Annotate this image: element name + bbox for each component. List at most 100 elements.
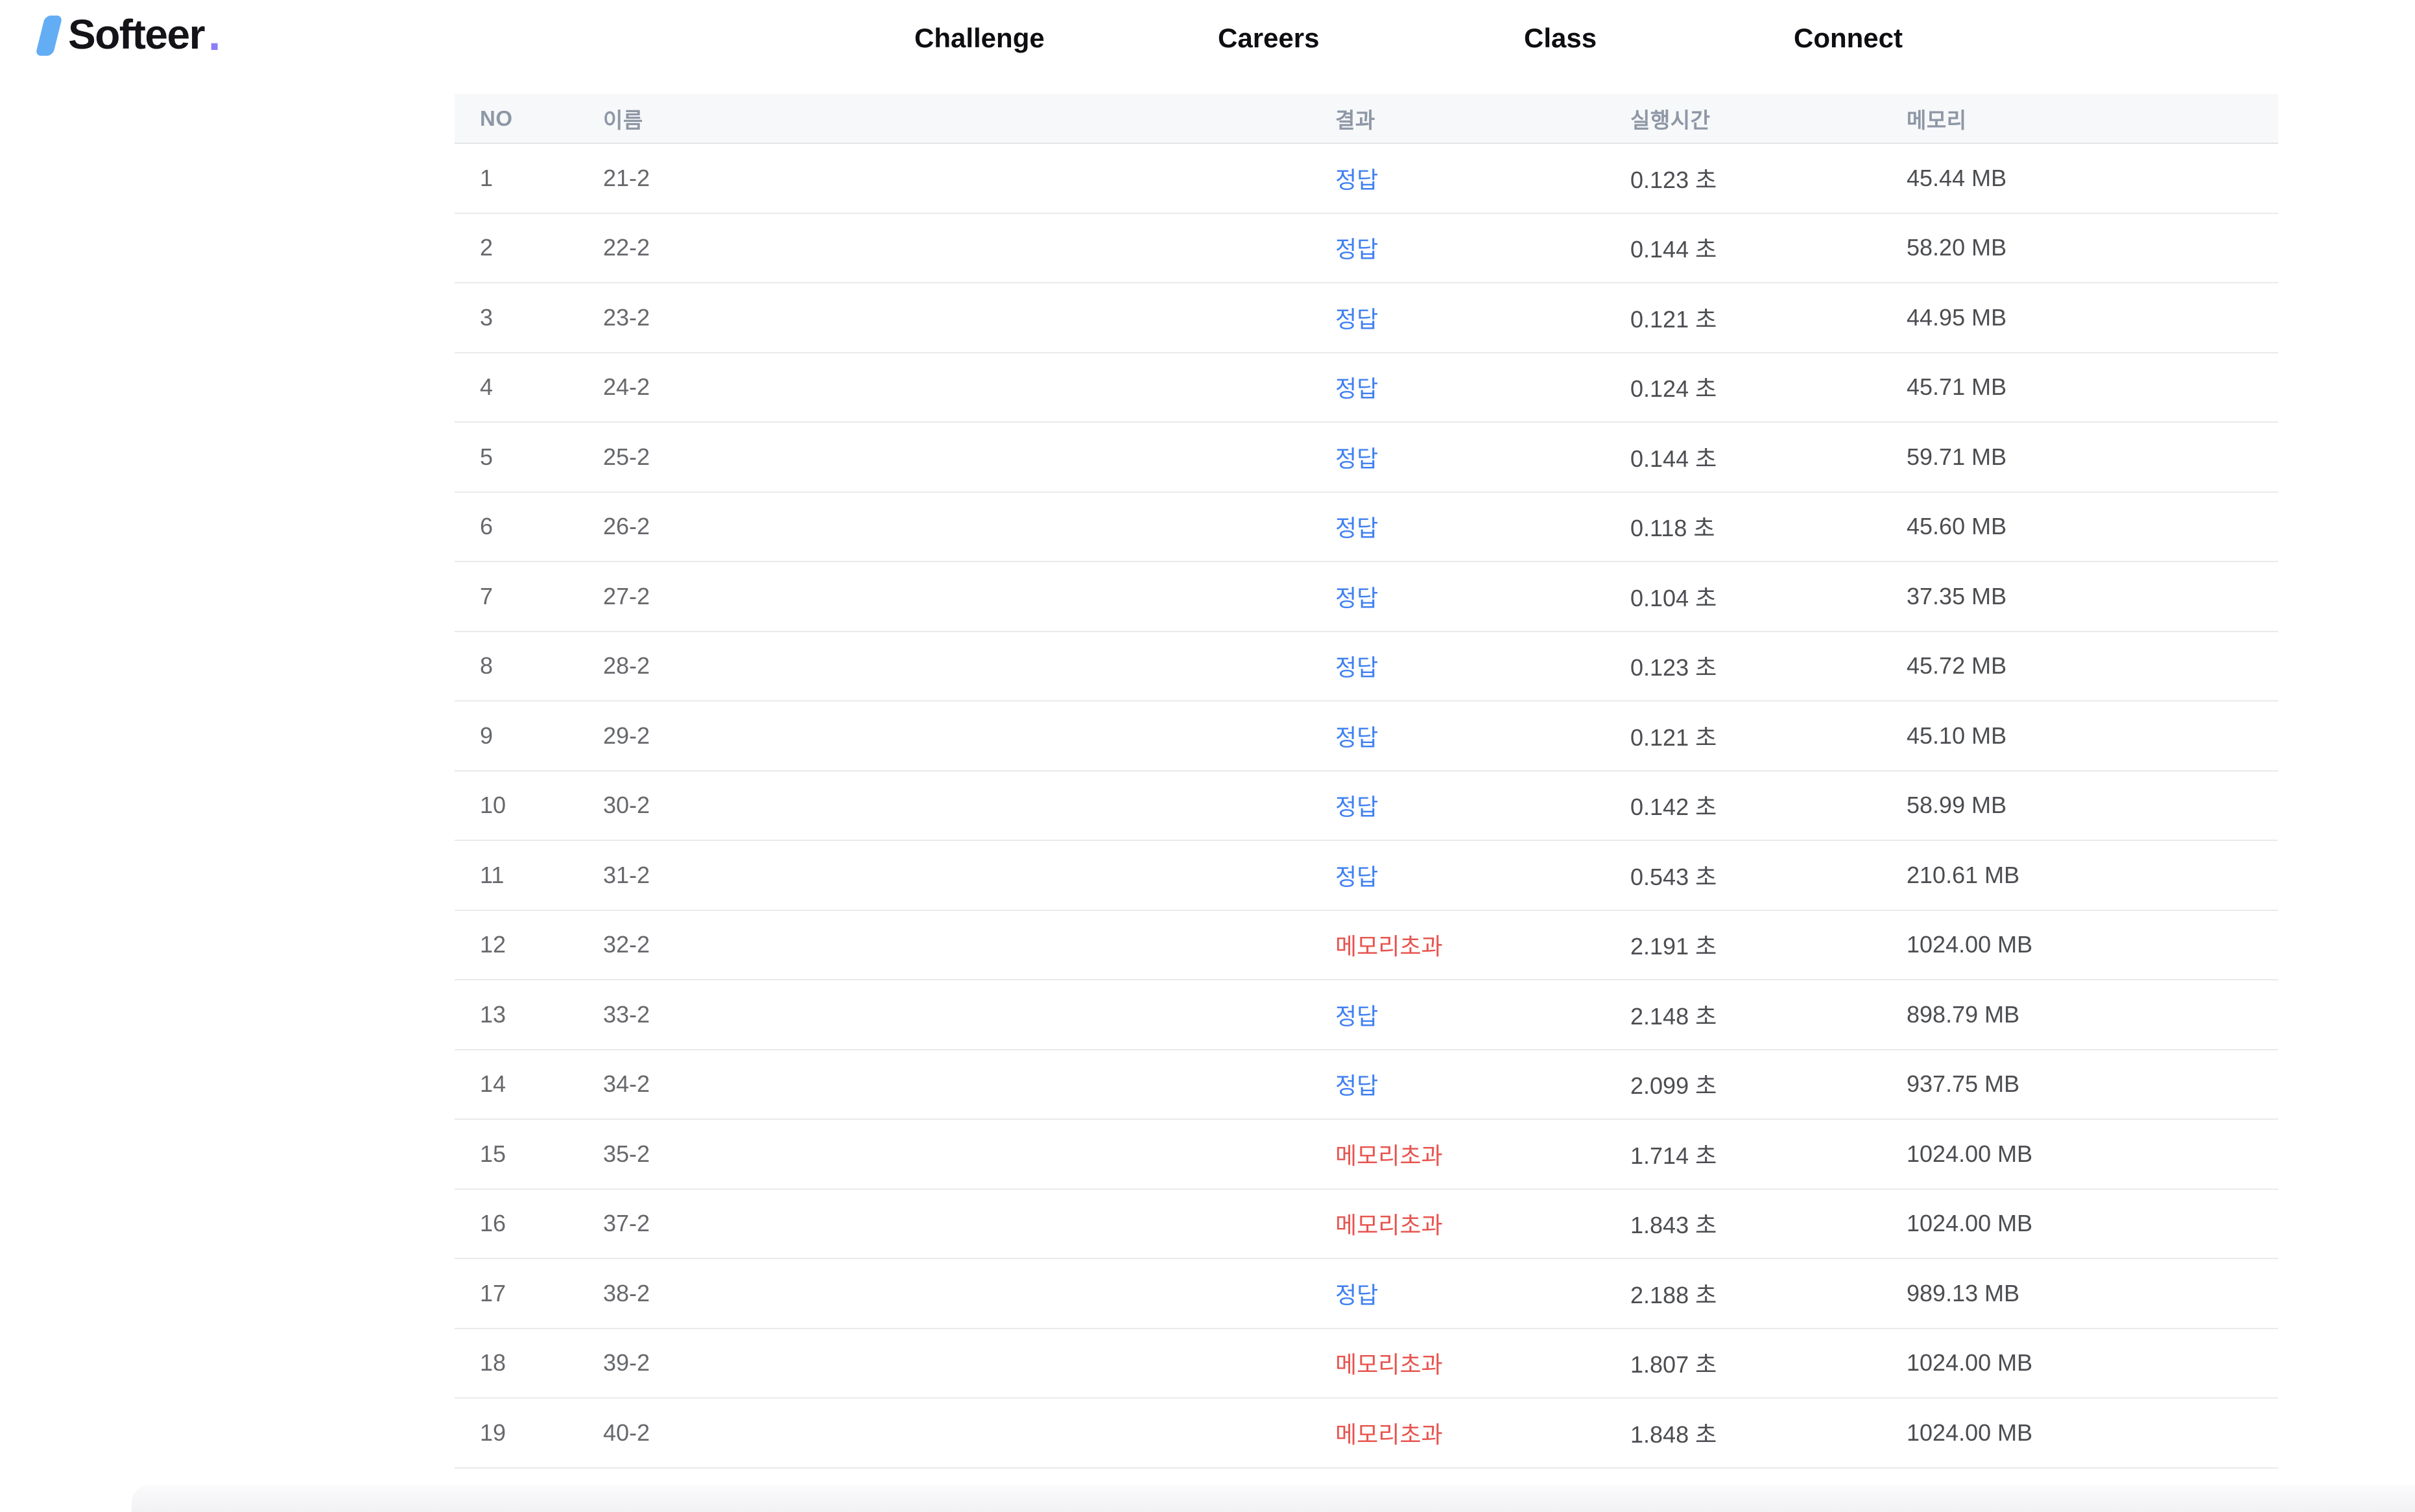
column-header-memory: 메모리 <box>1907 108 1967 132</box>
result-link[interactable]: 정답 <box>1335 654 1379 681</box>
cell-name: 39-2 <box>603 1349 650 1376</box>
result-link[interactable]: 정답 <box>1335 1002 1379 1030</box>
cell-no: 2 <box>480 234 494 261</box>
result-link[interactable]: 정답 <box>1335 375 1379 403</box>
nav-item-connect[interactable]: Connect <box>1794 23 1903 53</box>
cell-memory: 1024.00 MB <box>1907 1140 2033 1167</box>
top-navigation-bar: Softeer . Challenge Careers Class Connec… <box>0 0 2415 94</box>
cell-name: 34-2 <box>603 1070 650 1098</box>
cell-time: 1.848 초 <box>1630 1421 1717 1448</box>
cell-time: 0.118 초 <box>1630 515 1715 542</box>
cell-name: 30-2 <box>603 792 650 819</box>
cell-no: 10 <box>480 792 506 819</box>
column-header-result: 결과 <box>1335 108 1375 132</box>
table-row: 9 29-2 정답 0.121 초 45.10 MB <box>455 702 2278 772</box>
result-link[interactable]: 정답 <box>1335 305 1379 333</box>
result-link[interactable]: 메모리초과 <box>1335 1212 1443 1239</box>
table-row: 1 21-2 정답 0.123 초 45.44 MB <box>455 144 2278 214</box>
cell-name: 29-2 <box>603 722 650 749</box>
result-link[interactable]: 메모리초과 <box>1335 1142 1443 1169</box>
nav-item-challenge[interactable]: Challenge <box>914 23 1045 53</box>
nav-item-careers[interactable]: Careers <box>1218 23 1320 53</box>
logo-wordmark: Softeer <box>68 11 206 58</box>
cell-memory: 45.71 MB <box>1907 373 2007 401</box>
result-link[interactable]: 정답 <box>1335 1072 1379 1100</box>
cell-time: 0.123 초 <box>1630 166 1717 193</box>
cell-no: 1 <box>480 164 494 191</box>
cell-memory: 37.35 MB <box>1907 582 2007 609</box>
cell-name: 40-2 <box>603 1419 650 1446</box>
result-link[interactable]: 정답 <box>1335 1281 1379 1308</box>
cell-time: 2.148 초 <box>1630 1002 1717 1030</box>
result-link[interactable]: 정답 <box>1335 445 1379 472</box>
result-link[interactable]: 메모리초과 <box>1335 1421 1443 1448</box>
cell-memory: 45.72 MB <box>1907 652 2007 679</box>
result-link[interactable]: 정답 <box>1335 794 1379 821</box>
result-link[interactable]: 정답 <box>1335 863 1379 890</box>
cell-time: 0.142 초 <box>1630 794 1717 821</box>
logo-slash-icon <box>35 16 63 56</box>
cell-name: 27-2 <box>603 582 650 609</box>
table-row: 3 23-2 정답 0.121 초 44.95 MB <box>455 283 2278 353</box>
cell-no: 15 <box>480 1140 506 1167</box>
cell-no: 6 <box>480 513 494 540</box>
cell-memory: 58.99 MB <box>1907 792 2007 819</box>
cell-memory: 210.61 MB <box>1907 861 2020 888</box>
cell-time: 0.543 초 <box>1630 863 1717 890</box>
cell-name: 32-2 <box>603 931 650 958</box>
result-link[interactable]: 정답 <box>1335 584 1379 611</box>
column-header-no: NO <box>480 106 513 130</box>
table-row: 15 35-2 메모리초과 1.714 초 1024.00 MB <box>455 1120 2278 1190</box>
table-row: 17 38-2 정답 2.188 초 989.13 MB <box>455 1259 2278 1329</box>
cell-time: 0.144 초 <box>1630 445 1717 472</box>
cell-time: 0.123 초 <box>1630 654 1717 681</box>
table-row: 19 40-2 메모리초과 1.848 초 1024.00 MB <box>455 1399 2278 1469</box>
cell-memory: 1024.00 MB <box>1907 1210 2033 1237</box>
footer-strip <box>132 1485 2415 1512</box>
table-row: 2 22-2 정답 0.144 초 58.20 MB <box>455 213 2278 283</box>
result-link[interactable]: 정답 <box>1335 515 1379 542</box>
cell-name: 22-2 <box>603 234 650 261</box>
cell-name: 38-2 <box>603 1279 650 1306</box>
table-body: 1 21-2 정답 0.123 초 45.44 MB 2 22-2 정답 0.144 초 58.2… <box>455 144 2278 1469</box>
cell-name: 21-2 <box>603 164 650 191</box>
cell-name: 31-2 <box>603 861 650 888</box>
table-row: 18 39-2 메모리초과 1.807 초 1024.00 MB <box>455 1329 2278 1399</box>
table-row: 6 26-2 정답 0.118 초 45.60 MB <box>455 492 2278 562</box>
result-link[interactable]: 정답 <box>1335 166 1379 193</box>
table-row: 5 25-2 정답 0.144 초 59.71 MB <box>455 423 2278 493</box>
cell-no: 12 <box>480 931 506 958</box>
table-row: 12 32-2 메모리초과 2.191 초 1024.00 MB <box>455 910 2278 980</box>
cell-time: 2.099 초 <box>1630 1072 1717 1100</box>
cell-no: 8 <box>480 652 494 679</box>
cell-name: 28-2 <box>603 652 650 679</box>
cell-name: 24-2 <box>603 373 650 401</box>
result-link[interactable]: 정답 <box>1335 236 1379 263</box>
table-row: 14 34-2 정답 2.099 초 937.75 MB <box>455 1050 2278 1120</box>
cell-time: 0.144 초 <box>1630 236 1717 263</box>
cell-time: 1.807 초 <box>1630 1351 1717 1378</box>
cell-memory: 898.79 MB <box>1907 1000 2020 1028</box>
result-link[interactable]: 메모리초과 <box>1335 1351 1443 1378</box>
cell-no: 11 <box>480 861 505 888</box>
cell-name: 26-2 <box>603 513 650 540</box>
result-link[interactable]: 정답 <box>1335 724 1379 751</box>
cell-no: 5 <box>480 443 494 470</box>
cell-name: 33-2 <box>603 1000 650 1028</box>
cell-name: 35-2 <box>603 1140 650 1167</box>
cell-no: 4 <box>480 373 494 401</box>
cell-name: 23-2 <box>603 303 650 331</box>
cell-no: 18 <box>480 1349 506 1376</box>
cell-no: 14 <box>480 1070 506 1098</box>
logo-dot: . <box>208 9 221 60</box>
result-link[interactable]: 메모리초과 <box>1335 933 1443 960</box>
cell-time: 0.104 초 <box>1630 584 1717 611</box>
cell-time: 1.714 초 <box>1630 1142 1717 1169</box>
cell-no: 16 <box>480 1210 506 1237</box>
column-header-name: 이름 <box>603 108 643 132</box>
cell-memory: 45.10 MB <box>1907 722 2007 749</box>
softeer-logo[interactable]: Softeer . <box>35 9 221 60</box>
table-row: 7 27-2 정답 0.104 초 37.35 MB <box>455 562 2278 632</box>
cell-name: 25-2 <box>603 443 650 470</box>
nav-item-class[interactable]: Class <box>1524 23 1597 53</box>
